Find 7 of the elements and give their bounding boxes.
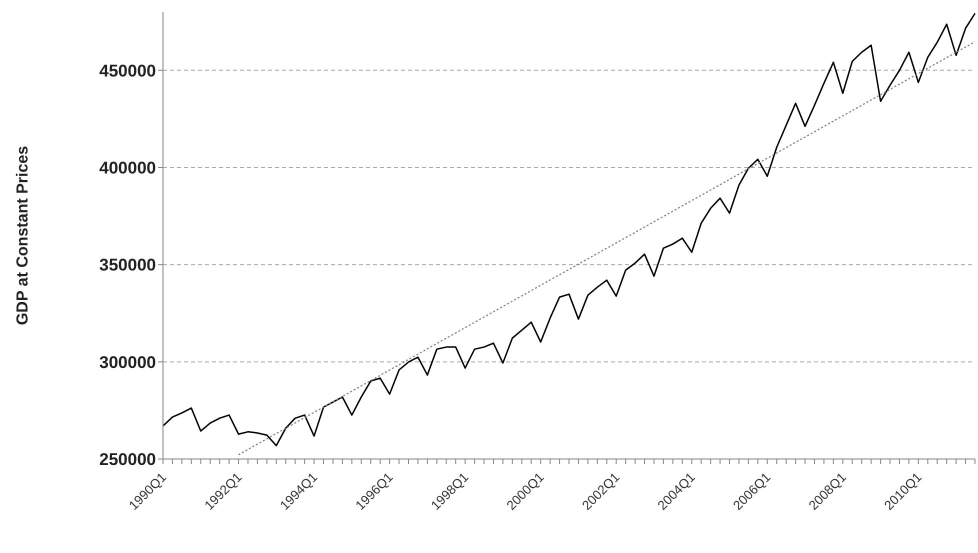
y-tick-label: 400000 bbox=[99, 158, 156, 178]
y-tick-label: 350000 bbox=[99, 256, 156, 275]
line-series bbox=[162, 12, 976, 446]
y-tick-label: 300000 bbox=[99, 352, 156, 372]
y-axis-title: GDP at Constant Prices bbox=[14, 146, 32, 326]
y-tick-label: 450000 bbox=[99, 61, 156, 80]
y-tick-label: 250000 bbox=[99, 450, 156, 470]
